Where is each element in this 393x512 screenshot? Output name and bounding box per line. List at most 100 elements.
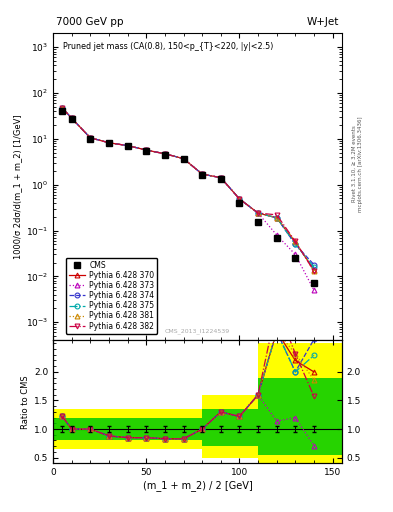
CMS — [107, 140, 111, 146]
Pythia 6.428 373 — [60, 105, 65, 111]
Pythia 6.428 373 — [107, 140, 111, 146]
Pythia 6.428 375 — [274, 215, 279, 221]
Pythia 6.428 374 — [181, 156, 186, 162]
Pythia 6.428 370 — [200, 171, 204, 177]
Pythia 6.428 370 — [163, 151, 167, 157]
CMS — [219, 176, 223, 182]
Pythia 6.428 381 — [125, 142, 130, 148]
Pythia 6.428 382 — [107, 140, 111, 146]
CMS — [181, 156, 186, 162]
Pythia 6.428 373 — [163, 151, 167, 157]
Pythia 6.428 374 — [219, 175, 223, 181]
Text: 7000 GeV pp: 7000 GeV pp — [56, 17, 123, 27]
CMS — [88, 136, 93, 142]
Pythia 6.428 373 — [219, 175, 223, 181]
Legend: CMS, Pythia 6.428 370, Pythia 6.428 373, Pythia 6.428 374, Pythia 6.428 375, Pyt: CMS, Pythia 6.428 370, Pythia 6.428 373,… — [66, 258, 158, 334]
Pythia 6.428 382 — [237, 196, 242, 202]
Pythia 6.428 373 — [69, 115, 74, 121]
CMS — [293, 255, 298, 261]
X-axis label: (m_1 + m_2) / 2 [GeV]: (m_1 + m_2) / 2 [GeV] — [143, 480, 252, 491]
Pythia 6.428 381 — [144, 147, 149, 153]
Pythia 6.428 382 — [312, 268, 316, 274]
CMS — [144, 147, 149, 154]
Pythia 6.428 373 — [237, 196, 242, 202]
CMS — [274, 234, 279, 241]
Pythia 6.428 374 — [293, 241, 298, 247]
Pythia 6.428 382 — [200, 171, 204, 177]
Pythia 6.428 370 — [256, 210, 261, 216]
Pythia 6.428 374 — [107, 140, 111, 146]
CMS — [60, 108, 65, 114]
Pythia 6.428 375 — [312, 264, 316, 270]
Pythia 6.428 375 — [200, 171, 204, 177]
Pythia 6.428 373 — [181, 156, 186, 162]
Pythia 6.428 375 — [293, 241, 298, 247]
Pythia 6.428 375 — [88, 135, 93, 141]
Pythia 6.428 373 — [144, 147, 149, 153]
Text: Rivet 3.1.10, ≥ 3.2M events: Rivet 3.1.10, ≥ 3.2M events — [352, 125, 357, 202]
Pythia 6.428 370 — [125, 142, 130, 148]
Pythia 6.428 375 — [125, 142, 130, 148]
Pythia 6.428 373 — [200, 171, 204, 177]
Text: W+Jet: W+Jet — [307, 17, 339, 27]
Pythia 6.428 375 — [163, 151, 167, 157]
Text: CMS_2013_I1224539: CMS_2013_I1224539 — [165, 329, 230, 334]
Line: Pythia 6.428 370: Pythia 6.428 370 — [60, 105, 316, 272]
CMS — [125, 143, 130, 150]
Pythia 6.428 381 — [163, 151, 167, 157]
Pythia 6.428 374 — [274, 215, 279, 221]
Pythia 6.428 381 — [60, 105, 65, 111]
Pythia 6.428 382 — [181, 156, 186, 162]
Pythia 6.428 370 — [144, 147, 149, 153]
Pythia 6.428 382 — [293, 238, 298, 244]
Pythia 6.428 373 — [312, 287, 316, 293]
Pythia 6.428 374 — [60, 105, 65, 111]
Pythia 6.428 370 — [88, 135, 93, 141]
Line: Pythia 6.428 381: Pythia 6.428 381 — [60, 105, 316, 273]
Pythia 6.428 375 — [107, 140, 111, 146]
Pythia 6.428 373 — [256, 210, 261, 216]
Pythia 6.428 382 — [69, 115, 74, 121]
CMS — [69, 116, 74, 122]
CMS — [237, 200, 242, 206]
Pythia 6.428 370 — [237, 196, 242, 202]
Pythia 6.428 381 — [69, 115, 74, 121]
Line: Pythia 6.428 382: Pythia 6.428 382 — [60, 105, 316, 273]
Pythia 6.428 375 — [181, 156, 186, 162]
Pythia 6.428 375 — [237, 196, 242, 202]
CMS — [256, 219, 261, 225]
Pythia 6.428 370 — [181, 156, 186, 162]
Line: Pythia 6.428 373: Pythia 6.428 373 — [60, 105, 316, 293]
Pythia 6.428 375 — [144, 147, 149, 153]
Pythia 6.428 370 — [60, 105, 65, 111]
Pythia 6.428 381 — [88, 135, 93, 141]
Pythia 6.428 375 — [256, 210, 261, 216]
Pythia 6.428 382 — [88, 135, 93, 141]
Pythia 6.428 375 — [60, 105, 65, 111]
Pythia 6.428 374 — [125, 142, 130, 148]
CMS — [200, 172, 204, 178]
Pythia 6.428 381 — [219, 175, 223, 181]
Pythia 6.428 373 — [293, 251, 298, 258]
Pythia 6.428 374 — [312, 262, 316, 268]
Pythia 6.428 375 — [69, 115, 74, 121]
Y-axis label: 1000/σ 2dσ/d(m_1 + m_2) [1/GeV]: 1000/σ 2dσ/d(m_1 + m_2) [1/GeV] — [13, 115, 22, 259]
Pythia 6.428 374 — [163, 151, 167, 157]
Pythia 6.428 382 — [256, 210, 261, 216]
Pythia 6.428 381 — [256, 210, 261, 216]
Pythia 6.428 373 — [274, 232, 279, 238]
Line: Pythia 6.428 374: Pythia 6.428 374 — [60, 105, 316, 267]
Pythia 6.428 373 — [88, 135, 93, 141]
Line: Pythia 6.428 375: Pythia 6.428 375 — [60, 105, 316, 269]
Pythia 6.428 374 — [88, 135, 93, 141]
Pythia 6.428 370 — [293, 239, 298, 245]
Pythia 6.428 375 — [219, 175, 223, 181]
Pythia 6.428 382 — [144, 147, 149, 153]
Text: mcplots.cern.ch [arXiv:1306.3436]: mcplots.cern.ch [arXiv:1306.3436] — [358, 116, 364, 211]
Pythia 6.428 381 — [274, 215, 279, 221]
Pythia 6.428 373 — [125, 142, 130, 148]
Pythia 6.428 381 — [107, 140, 111, 146]
CMS — [163, 152, 167, 158]
Pythia 6.428 381 — [312, 268, 316, 274]
Pythia 6.428 370 — [107, 140, 111, 146]
